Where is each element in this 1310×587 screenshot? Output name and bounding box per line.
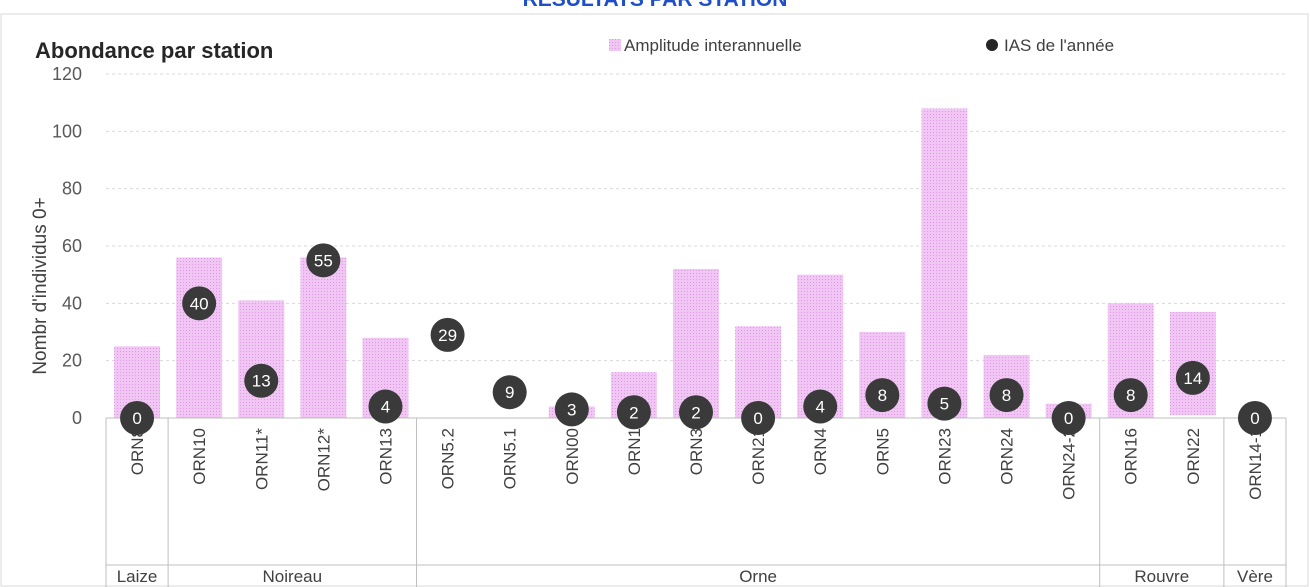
ias-marker bbox=[1237, 401, 1272, 435]
x-tick-label: ORN10 bbox=[190, 428, 209, 485]
amplitude-bar bbox=[673, 268, 719, 418]
ias-marker bbox=[803, 389, 838, 424]
y-tick-label: 40 bbox=[62, 293, 82, 313]
x-tick-label: ORN13 bbox=[376, 428, 395, 485]
ias-marker bbox=[1051, 401, 1086, 435]
ias-data-label: 2 bbox=[629, 403, 638, 422]
ias-data-label: 3 bbox=[567, 400, 576, 419]
x-tick-label: ORN12* bbox=[314, 428, 333, 492]
ias-marker bbox=[182, 286, 217, 321]
ias-data-label: 8 bbox=[1126, 386, 1135, 405]
legend-ias-label: IAS de l'année bbox=[1004, 36, 1114, 55]
ias-marker bbox=[430, 317, 465, 352]
ias-data-label: 55 bbox=[314, 251, 333, 270]
ias-marker bbox=[989, 378, 1024, 413]
ias-marker bbox=[120, 401, 155, 435]
y-tick-label: 100 bbox=[52, 121, 82, 141]
y-tick-label: 120 bbox=[52, 64, 82, 84]
group-label: Laize bbox=[117, 567, 158, 586]
amplitude-bar bbox=[176, 257, 223, 418]
ias-data-label: 40 bbox=[190, 294, 209, 313]
y-tick-label: 20 bbox=[62, 351, 82, 371]
ias-data-label: 0 bbox=[1250, 409, 1259, 428]
ias-marker bbox=[368, 389, 403, 424]
ias-data-label: 0 bbox=[1064, 409, 1073, 428]
y-tick-label: 0 bbox=[72, 408, 82, 428]
x-tick-label: ORN24 bbox=[998, 428, 1017, 485]
x-tick-label: ORN5.1 bbox=[501, 428, 520, 489]
ias-marker bbox=[616, 395, 651, 430]
ias-data-label: 2 bbox=[691, 403, 700, 422]
x-tick-label: ORN8 bbox=[128, 428, 147, 475]
ias-data-label: 4 bbox=[381, 398, 390, 417]
x-tick-label: ORN5.2 bbox=[439, 428, 458, 489]
ias-data-label: 13 bbox=[252, 372, 271, 391]
ias-marker bbox=[679, 395, 713, 430]
ias-marker bbox=[741, 401, 776, 435]
ias-marker bbox=[554, 392, 589, 427]
x-tick-label: ORN23 bbox=[935, 428, 954, 485]
group-label: Noireau bbox=[263, 567, 323, 586]
x-tick-label: ORN5 bbox=[873, 428, 892, 475]
ias-marker bbox=[927, 386, 962, 421]
x-tick-label: ORN11* bbox=[252, 428, 271, 490]
ias-marker bbox=[1113, 378, 1148, 413]
ias-data-label: 14 bbox=[1183, 369, 1202, 388]
x-tick-label: ORN4 bbox=[811, 428, 830, 475]
ias-data-label: 4 bbox=[815, 398, 824, 417]
legend-amplitude-label: Amplitude interannuelle bbox=[624, 36, 802, 55]
x-tick-label: ORN16 bbox=[1122, 428, 1141, 485]
x-tick-label: ORN24-2 bbox=[1060, 428, 1079, 500]
ias-marker bbox=[1175, 360, 1210, 395]
ias-marker bbox=[306, 243, 341, 278]
group-label: Vère bbox=[1237, 567, 1273, 586]
amplitude-bar bbox=[238, 300, 285, 418]
y-axis-label: Nombr d'individus 0+ bbox=[30, 197, 51, 374]
x-tick-label: ORN1 bbox=[625, 428, 644, 475]
y-tick-label: 60 bbox=[62, 236, 82, 256]
page-title: RÉSULTATS PAR STATION bbox=[523, 0, 788, 11]
ias-data-label: 9 bbox=[505, 383, 514, 402]
x-tick-label: ORN22 bbox=[1184, 428, 1203, 485]
ias-data-label: 29 bbox=[438, 326, 457, 345]
legend-ias-marker bbox=[986, 39, 998, 51]
group-label: Rouvre bbox=[1134, 567, 1189, 586]
ias-marker bbox=[244, 363, 279, 398]
chart-title: Abondance par station bbox=[35, 38, 273, 63]
x-tick-label: ORN21 bbox=[749, 428, 768, 485]
y-tick-label: 80 bbox=[62, 179, 82, 199]
ias-data-label: 0 bbox=[132, 409, 141, 428]
amplitude-bar bbox=[300, 257, 347, 418]
ias-data-label: 8 bbox=[1002, 386, 1011, 405]
legend-bar-swatch bbox=[609, 39, 621, 51]
x-tick-label: ORN14-1 bbox=[1246, 428, 1265, 500]
group-label: Orne bbox=[739, 567, 777, 586]
ias-data-label: 8 bbox=[878, 386, 887, 405]
ias-data-label: 5 bbox=[940, 395, 949, 414]
x-tick-label: ORN3 bbox=[687, 428, 706, 475]
x-tick-label: ORN00 bbox=[563, 428, 582, 485]
amplitude-bar bbox=[921, 108, 968, 419]
ias-marker bbox=[492, 375, 527, 410]
ias-marker bbox=[865, 378, 900, 413]
ias-data-label: 0 bbox=[753, 409, 762, 428]
